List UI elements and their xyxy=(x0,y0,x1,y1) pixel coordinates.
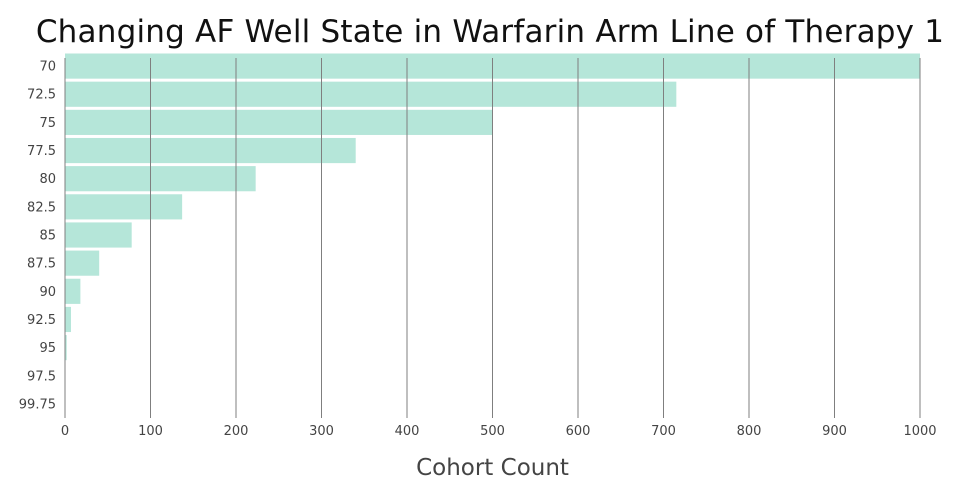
bar xyxy=(65,335,67,361)
x-axis-title: Cohort Count xyxy=(416,455,569,481)
x-tick-label: 300 xyxy=(309,424,334,439)
x-tick-label: 200 xyxy=(224,424,249,439)
bar xyxy=(65,166,256,192)
bar xyxy=(65,109,493,135)
chart-title: Changing AF Well State in Warfarin Arm L… xyxy=(35,14,945,50)
bar xyxy=(65,81,677,107)
x-tick-labels-group: 0 100 200 300 400 500 600 700 800 900 1000 xyxy=(61,424,937,439)
x-tick-label: 700 xyxy=(651,424,676,439)
y-tick-label: 97.5 xyxy=(27,369,56,384)
bar xyxy=(65,137,356,164)
x-tick-label: 1000 xyxy=(903,424,936,439)
x-tick-label: 400 xyxy=(395,424,420,439)
y-tick-label: 70 xyxy=(39,60,56,75)
bar xyxy=(65,250,100,276)
y-tick-label: 75 xyxy=(39,116,56,131)
y-tick-label: 95 xyxy=(39,341,56,356)
x-tick-label: 500 xyxy=(480,424,505,439)
x-tick-label: 900 xyxy=(822,424,847,439)
y-tick-labels-group: 70 72.5 75 77.5 80 82.5 85 87.5 90 92.5 95 97.5 99.7… xyxy=(19,60,56,413)
y-tick-label: 90 xyxy=(39,285,56,300)
x-tick-label: 600 xyxy=(566,424,591,439)
y-tick-label: 92.5 xyxy=(27,313,56,328)
x-tick-label: 800 xyxy=(737,424,762,439)
y-tick-label: 99.75 xyxy=(19,397,56,412)
y-tick-label: 80 xyxy=(39,172,56,187)
y-tick-label: 72.5 xyxy=(27,88,56,103)
bar xyxy=(65,306,71,333)
x-tick-label: 100 xyxy=(138,424,163,439)
gridlines-group xyxy=(64,58,921,418)
bar xyxy=(65,222,132,248)
x-tick-label: 0 xyxy=(61,424,69,439)
y-tick-label: 77.5 xyxy=(27,144,56,159)
y-tick-label: 85 xyxy=(39,229,56,244)
bar xyxy=(65,194,183,220)
bar xyxy=(65,278,81,304)
y-tick-label: 87.5 xyxy=(27,257,56,272)
y-tick-label: 82.5 xyxy=(27,200,56,215)
